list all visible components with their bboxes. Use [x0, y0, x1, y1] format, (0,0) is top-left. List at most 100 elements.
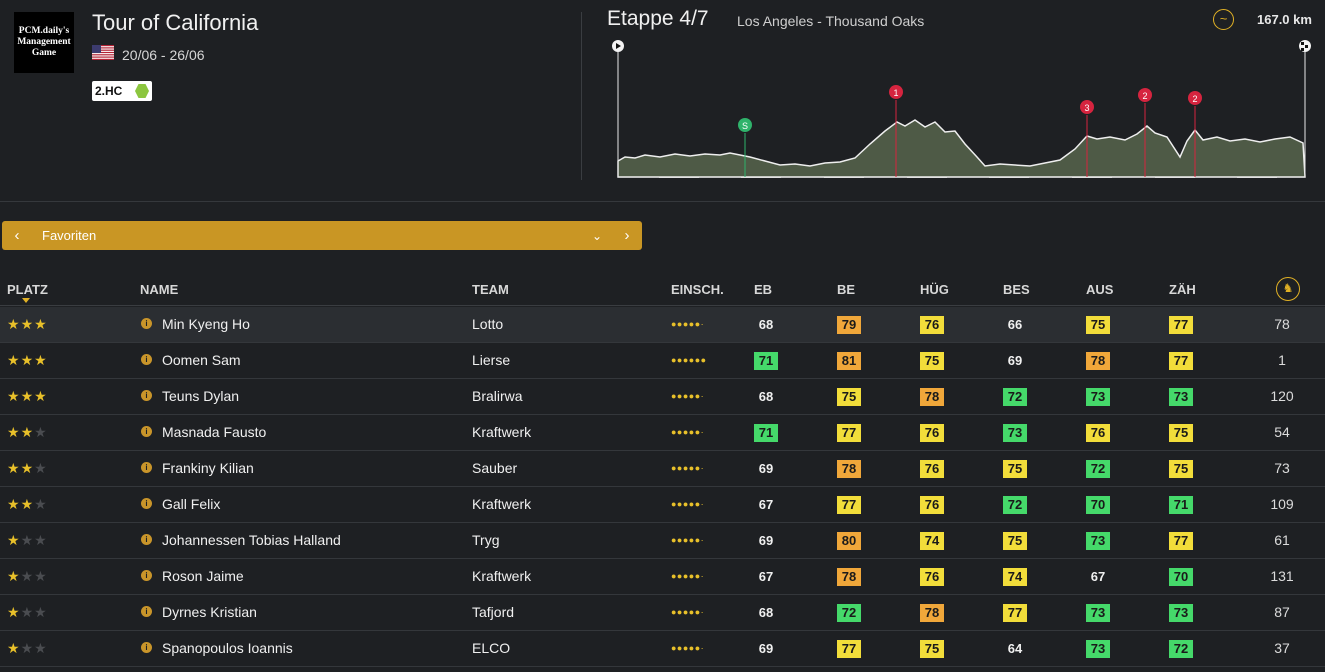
table-row[interactable]: ★★★ i Gall Felix Kraftwerk ●●●●●· 67 77 76 72 70 7…	[0, 487, 1325, 523]
stat-value: 72	[1003, 388, 1027, 406]
star-icon: ★	[20, 496, 35, 512]
rider-name[interactable]: Teuns Dylan	[162, 388, 240, 404]
race-class-label: 2.HC	[95, 84, 123, 98]
stat-value: 71	[754, 424, 778, 442]
rider-name[interactable]: Min Kyeng Ho	[162, 316, 250, 332]
table-row[interactable]: ★★★ i Spanopoulos Ioannis ELCO ●●●●●· 69 77 75 6…	[0, 631, 1325, 667]
climb-marker[interactable]: 2	[1188, 91, 1202, 177]
rider-name[interactable]: Spanopoulos Ioannis	[162, 640, 293, 656]
climb-marker[interactable]: 2	[1138, 88, 1152, 177]
table-row[interactable]: ★★★ i Roson Jaime Kraftwerk ●●●●●· 67 78 76 74 67…	[0, 559, 1325, 595]
table-row[interactable]: ★★★ i Dyrnes Kristian Tafjord ●●●●●· 68 72 78 77…	[0, 595, 1325, 631]
chevron-down-icon[interactable]: ⌄	[591, 228, 603, 243]
race-class-badge: 2.HC	[92, 81, 152, 101]
col-eb[interactable]: EB	[754, 282, 773, 297]
stat-value: 73	[1086, 640, 1110, 658]
rider-name[interactable]: Oomen Sam	[162, 352, 241, 368]
rider-name[interactable]: Frankiny Kilian	[162, 460, 254, 476]
info-icon[interactable]: i	[141, 498, 152, 509]
stat-value: 71	[1169, 496, 1193, 514]
info-icon[interactable]: i	[141, 318, 152, 329]
star-icon: ★	[7, 496, 21, 512]
rider-team: ELCO	[472, 640, 511, 656]
info-icon[interactable]: i	[141, 462, 152, 473]
marker-label: 3	[1084, 103, 1089, 113]
form-dots: ●●●●●·	[671, 571, 705, 581]
table-row[interactable]: ★★★ i Masnada Fausto Kraftwerk ●●●●●· 71 77 76 7…	[0, 415, 1325, 451]
stat-value: 69	[1007, 353, 1023, 368]
star-icon: ★	[20, 532, 35, 548]
rider-rank-icon[interactable]: ♞	[1276, 277, 1300, 301]
chevron-left-icon[interactable]: ‹	[14, 227, 20, 244]
stat-value: 67	[758, 497, 774, 512]
stat-value: 69	[758, 461, 774, 476]
rider-rank: 78	[1274, 316, 1290, 332]
table-row[interactable]: ★★★ i Min Kyeng Ho Lotto ●●●●●· 68 79 76 66 75 77 7…	[0, 307, 1325, 343]
logo-line: PCM.daily's	[18, 26, 70, 36]
chevron-right-icon[interactable]: ›	[624, 227, 630, 244]
stat-value: 67	[1090, 569, 1106, 584]
stat-value: 75	[1003, 460, 1027, 478]
stat-value: 69	[758, 533, 774, 548]
info-icon[interactable]: i	[141, 570, 152, 581]
star-icon: ★	[34, 388, 48, 404]
stat-value: 73	[1086, 388, 1110, 406]
col-platz[interactable]: PLATZ	[7, 282, 48, 297]
rider-name[interactable]: Roson Jaime	[162, 568, 244, 584]
star-icon: ★	[34, 532, 48, 548]
filter-label[interactable]: Favoriten	[42, 228, 97, 243]
stat-value: 75	[837, 388, 861, 406]
rider-name[interactable]: Masnada Fausto	[162, 424, 267, 440]
info-icon[interactable]: i	[141, 390, 152, 401]
rider-name[interactable]: Dyrnes Kristian	[162, 604, 257, 620]
stat-value: 73	[1086, 532, 1110, 550]
col-aus[interactable]: AUS	[1086, 282, 1114, 297]
rider-name[interactable]: Johannessen Tobias Halland	[162, 532, 341, 548]
info-icon[interactable]: i	[141, 426, 152, 437]
star-icon: ★	[34, 568, 48, 584]
stat-value: 76	[920, 460, 944, 478]
info-icon[interactable]: i	[141, 354, 152, 365]
info-icon[interactable]: i	[141, 642, 152, 653]
stat-value: 72	[1086, 460, 1110, 478]
stat-value: 76	[920, 496, 944, 514]
rider-rank: 37	[1274, 640, 1290, 656]
rating-stars: ★★★	[7, 487, 48, 522]
filter-selector[interactable]: ‹ Favoriten ⌄ ›	[2, 221, 642, 250]
rating-stars: ★★★	[7, 595, 48, 630]
table-row[interactable]: ★★★ i Oomen Sam Lierse ●●●●●● 71 81 75 69 78 77 1	[0, 343, 1325, 379]
rider-rank: 87	[1274, 604, 1290, 620]
stat-value: 77	[1169, 352, 1193, 370]
race-dates: 20/06 - 26/06	[122, 47, 205, 63]
col-einsch[interactable]: EINSCH.	[671, 282, 724, 297]
rider-name[interactable]: Gall Felix	[162, 496, 221, 512]
col-zah[interactable]: ZÄH	[1169, 282, 1196, 297]
stage-profile[interactable]: S 1 3 2 2	[605, 36, 1315, 181]
table-row[interactable]: ★★★ i Johannessen Tobias Halland Tryg ●●●●●·…	[0, 523, 1325, 559]
stat-value: 72	[1169, 640, 1193, 658]
elevation-area	[617, 119, 1306, 178]
table-row[interactable]: ★★★ i Frankiny Kilian Sauber ●●●●●· 69 78 76 75 7…	[0, 451, 1325, 487]
info-icon[interactable]: i	[141, 606, 152, 617]
stat-value: 75	[1003, 532, 1027, 550]
stage-type-icon[interactable]: ~	[1213, 9, 1234, 30]
sprint-marker[interactable]: S	[738, 118, 752, 177]
star-icon: ★	[34, 352, 48, 368]
marker-label: 2	[1142, 91, 1147, 101]
col-name[interactable]: NAME	[140, 282, 179, 297]
star-icon: ★	[7, 460, 21, 476]
col-be[interactable]: BE	[837, 282, 856, 297]
stat-value: 77	[1003, 604, 1027, 622]
table-row[interactable]: ★★★ i Teuns Dylan Bralirwa ●●●●●· 68 75 78 72 73 7…	[0, 379, 1325, 415]
rider-rank: 109	[1270, 496, 1294, 512]
climb-marker[interactable]: 1	[889, 85, 903, 177]
form-dots: ●●●●●·	[671, 427, 705, 437]
col-hug[interactable]: HÜG	[920, 282, 949, 297]
col-team[interactable]: TEAM	[472, 282, 509, 297]
stat-value: 77	[837, 640, 861, 658]
col-bes[interactable]: BES	[1003, 282, 1030, 297]
climb-marker[interactable]: 3	[1080, 100, 1094, 177]
info-icon[interactable]: i	[141, 534, 152, 545]
stat-value: 78	[837, 568, 861, 586]
stat-value: 64	[1007, 641, 1023, 656]
